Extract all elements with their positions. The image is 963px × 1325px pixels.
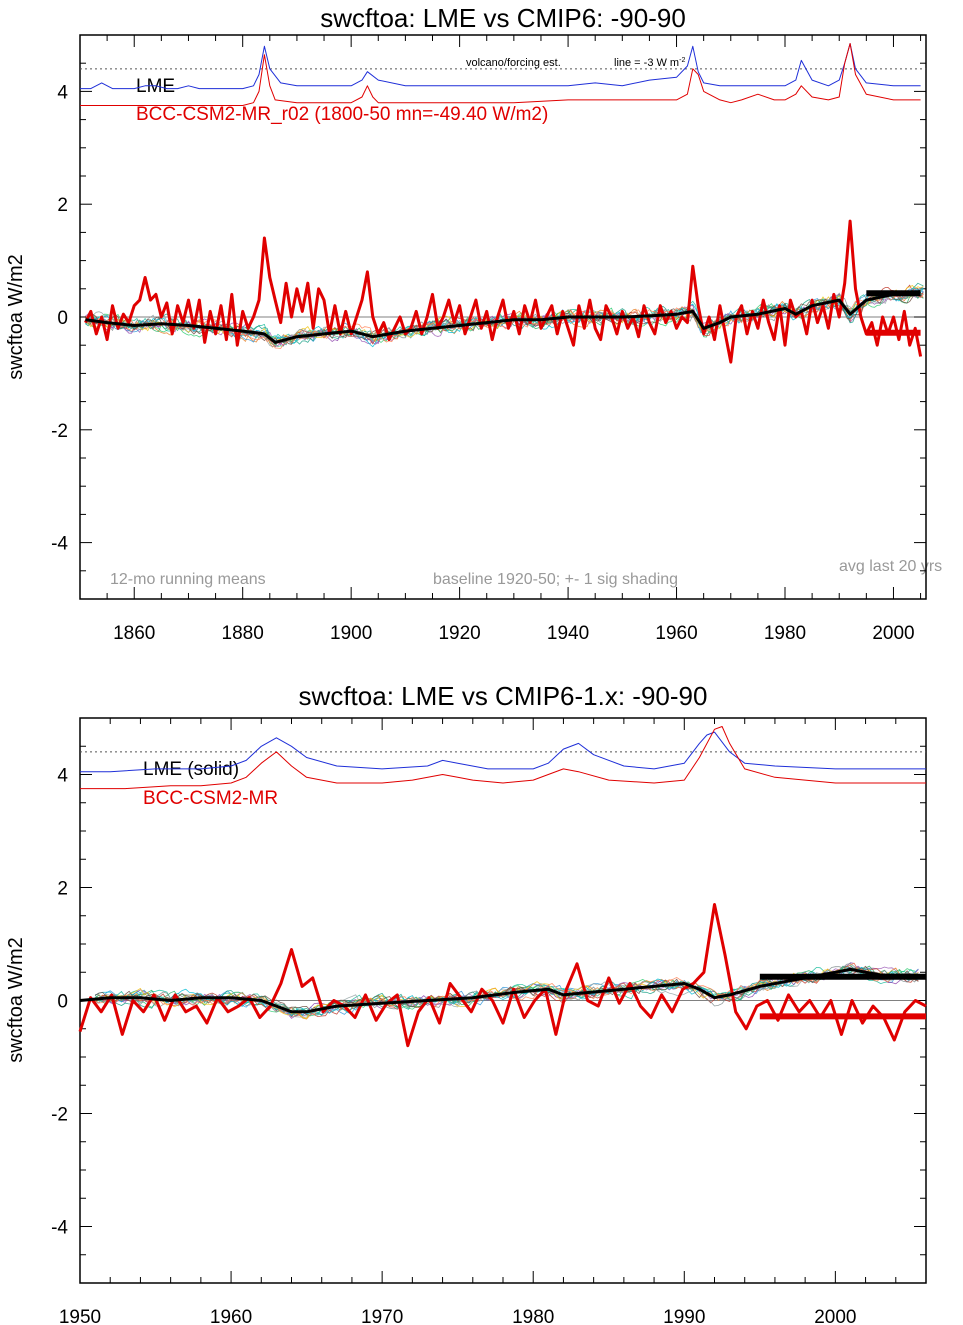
- top-y-tick-label: -2: [51, 421, 68, 442]
- bottom-series-model: [78, 903, 927, 1048]
- top-y-tick-label: 2: [57, 195, 68, 216]
- bottom-chart-title: swcftoa: LME vs CMIP6-1.x: -90-90: [299, 681, 708, 711]
- bottom-y-tick-label: 4: [57, 766, 68, 787]
- bottom-series-ensemble-mean: [79, 967, 911, 1014]
- bottom-ensemble-member-line: [94, 968, 919, 1018]
- top-y-axis-label: swcftoa W/m2: [5, 254, 27, 380]
- bottom-series-forcing-model: [80, 726, 926, 790]
- bottom-x-tick-label: 1960: [210, 1307, 252, 1325]
- top-series-forcing-lme: [80, 43, 921, 90]
- top-annotation-running-means: 12-mo running means: [110, 571, 266, 588]
- bottom-x-tick-label: 1970: [361, 1307, 403, 1325]
- top-chart-title: swcftoa: LME vs CMIP6: -90-90: [320, 3, 686, 33]
- top-y-tick-label: 0: [57, 308, 68, 329]
- top-series-model: [84, 219, 923, 364]
- top-x-tick-label: 1980: [764, 623, 806, 644]
- bottom-y-tick-label: -4: [51, 1218, 68, 1239]
- top-x-tick-label: 1880: [222, 623, 264, 644]
- bottom-legend-model: BCC-CSM2-MR: [143, 788, 278, 809]
- top-x-tick-label: 1860: [113, 623, 155, 644]
- top-x-tick-label: 1940: [547, 623, 589, 644]
- top-annotation-avg-last: avg last 20 yrs: [839, 558, 942, 575]
- top-y-tick-label: -4: [51, 534, 68, 555]
- top-y-tick-label: 4: [57, 82, 68, 103]
- bottom-y-tick-label: 0: [57, 992, 68, 1013]
- bottom-y-axis-label: swcftoa W/m2: [5, 937, 27, 1063]
- top-annotation-volcano-line: line = -3 W m-2: [614, 57, 685, 69]
- top-annotation-baseline: baseline 1920-50; +- 1 sig shading: [433, 571, 678, 588]
- top-series-ensemble-mean: [85, 290, 921, 344]
- bottom-y-tick-label: -2: [51, 1105, 68, 1126]
- top-x-tick-label: 1900: [330, 623, 372, 644]
- top-annotation-volcano-line-text: line = -3 W m: [614, 57, 679, 69]
- bottom-legend-lme: LME (solid): [143, 759, 239, 780]
- top-legend-lme: LME: [136, 76, 175, 97]
- top-x-tick-label: 2000: [872, 623, 914, 644]
- top-series-forcing-model: [80, 43, 921, 106]
- bottom-ensemble-member-line: [94, 966, 919, 1017]
- bottom-y-tick-label: 2: [57, 879, 68, 900]
- top-x-tick-label: 1920: [438, 623, 480, 644]
- top-annotation-volcano: volcano/forcing est.: [466, 57, 561, 69]
- bottom-x-tick-label: 1980: [512, 1307, 554, 1325]
- bottom-x-tick-label: 2000: [814, 1307, 856, 1325]
- bottom-x-tick-label: 1950: [59, 1307, 101, 1325]
- bottom-x-tick-label: 1990: [663, 1307, 705, 1325]
- top-annotation-volcano-sup: -2: [679, 57, 685, 64]
- top-legend-model: BCC-CSM2-MR_r02 (1800-50 mn=-49.40 W/m2): [136, 104, 548, 125]
- top-x-tick-label: 1960: [655, 623, 697, 644]
